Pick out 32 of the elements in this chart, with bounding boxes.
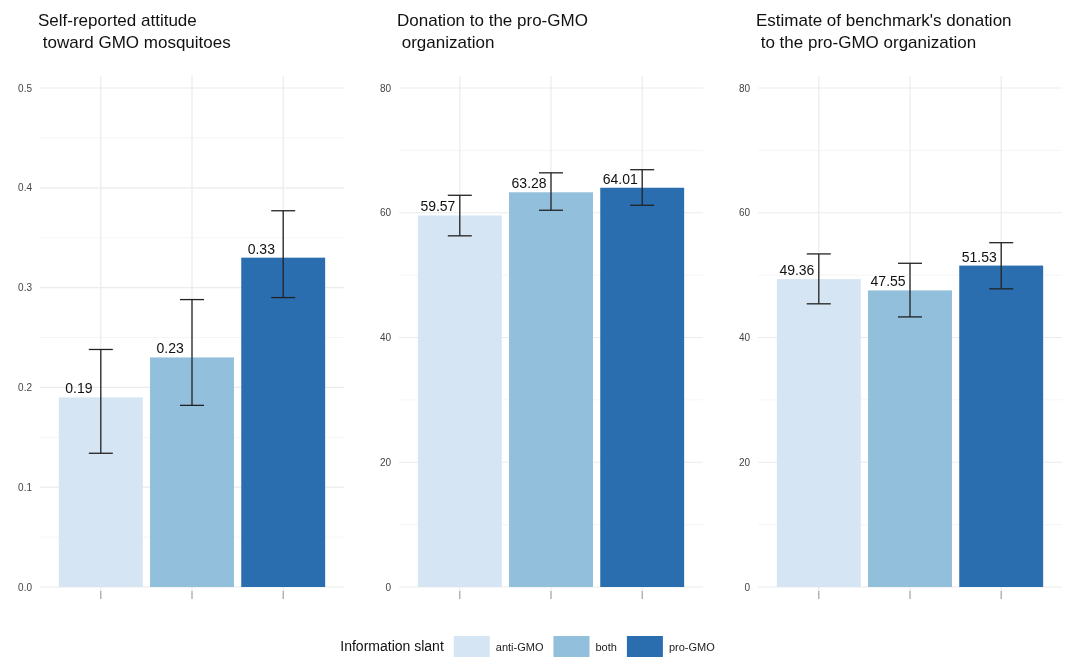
y-tick-label: 0: [385, 581, 392, 593]
y-tick-label: 80: [379, 82, 392, 94]
legend-title: Information slant: [340, 638, 444, 654]
data-label: 47.55: [870, 273, 906, 290]
y-tick-label: 0: [744, 581, 751, 593]
y-tick-label: 0.3: [18, 282, 33, 294]
chart-title: Donation to the pro-GMO organization: [397, 11, 588, 52]
data-label: 0.23: [156, 340, 184, 357]
y-tick-label: 40: [379, 332, 392, 343]
y-tick-label: 60: [379, 207, 392, 219]
y-tick-label: 0.5: [18, 82, 33, 94]
chart-title: Self-reported attitude toward GMO mosquitoes: [38, 11, 231, 52]
y-tick-label: 40: [738, 332, 751, 343]
y-tick-label: 60: [738, 207, 751, 219]
y-tick-label: 0.0: [18, 581, 33, 593]
data-label: 0.19: [65, 380, 93, 397]
y-tick-label: 0.1: [18, 481, 33, 493]
data-label: 59.57: [420, 198, 456, 215]
y-tick-label: 20: [379, 456, 392, 468]
y-tick-label: 0.4: [18, 182, 33, 194]
legend-label: both: [595, 641, 617, 653]
y-tick-label: 0.2: [18, 381, 33, 393]
y-tick-label: 20: [738, 456, 751, 468]
chart-title: Estimate of benchmark's donation to the pro-GMO organization: [756, 11, 1012, 52]
legend-label: pro-GMO: [668, 641, 716, 653]
data-label: 49.36: [779, 262, 815, 279]
data-label: 64.01: [602, 170, 639, 187]
data-label: 63.28: [511, 175, 547, 192]
legend-label: anti-GMO: [495, 641, 544, 653]
data-label: 51.53: [961, 248, 998, 265]
data-label: 0.33: [247, 240, 276, 257]
y-tick-label: 80: [738, 82, 751, 94]
